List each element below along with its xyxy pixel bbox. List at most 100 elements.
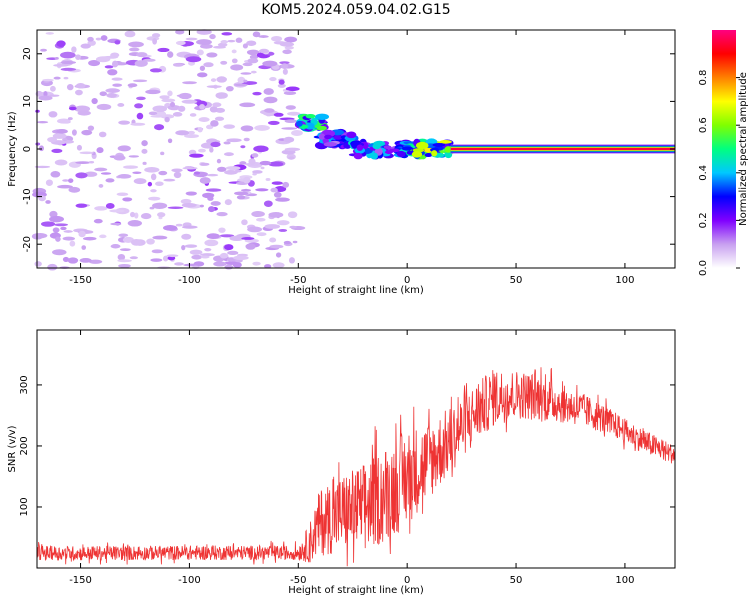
noise-blob bbox=[57, 184, 73, 189]
noise-blob bbox=[142, 58, 156, 62]
noise-blob bbox=[104, 65, 114, 69]
noise-blob bbox=[213, 261, 227, 267]
noise-blob bbox=[288, 257, 295, 264]
noise-blob bbox=[270, 187, 278, 193]
noise-blob bbox=[62, 236, 76, 241]
noise-blob bbox=[199, 103, 205, 110]
colorbar-tick-label: 0.8 bbox=[698, 70, 709, 86]
x-tick-label: 50 bbox=[510, 275, 523, 286]
noise-blob bbox=[248, 158, 256, 165]
noise-blob bbox=[184, 244, 198, 248]
noise-blob bbox=[223, 152, 234, 157]
noise-blob bbox=[60, 67, 77, 71]
noise-blob bbox=[54, 159, 68, 166]
spectrogram-x-ticks: -150 -100 -50 0 50 100 bbox=[69, 30, 634, 286]
noise-blob bbox=[105, 203, 115, 209]
noise-blob bbox=[136, 112, 144, 120]
noise-blob bbox=[258, 35, 269, 38]
noise-blob bbox=[242, 43, 248, 49]
noise-blob bbox=[147, 181, 153, 187]
noise-blob bbox=[155, 181, 164, 187]
noise-blob bbox=[55, 236, 61, 242]
noise-blob bbox=[75, 83, 86, 89]
noise-blob bbox=[81, 245, 87, 250]
noise-blob bbox=[49, 210, 58, 218]
noise-blob bbox=[240, 189, 252, 192]
noise-blob bbox=[95, 56, 111, 63]
noise-blob bbox=[210, 120, 219, 127]
noise-blob bbox=[181, 99, 198, 104]
noise-blob bbox=[241, 237, 255, 240]
noise-blob bbox=[119, 248, 131, 252]
noise-blob bbox=[63, 230, 73, 233]
noise-blob bbox=[107, 69, 118, 76]
noise-blob bbox=[150, 258, 163, 262]
noise-blob bbox=[224, 244, 234, 251]
noise-blob bbox=[158, 216, 163, 220]
noise-blob bbox=[239, 161, 247, 165]
signal-blob bbox=[318, 133, 326, 140]
signal-blob bbox=[396, 150, 406, 158]
noise-blob bbox=[130, 211, 136, 218]
noise-blob bbox=[263, 88, 274, 95]
signal-blob bbox=[403, 141, 417, 145]
noise-blob bbox=[189, 249, 203, 255]
noise-blob bbox=[277, 83, 286, 88]
noise-blob bbox=[208, 206, 215, 213]
noise-blob bbox=[199, 65, 206, 71]
noise-blob bbox=[81, 129, 93, 136]
noise-blob bbox=[267, 120, 280, 126]
signal-blob bbox=[346, 131, 357, 139]
colorbar-tick-label: 0.6 bbox=[698, 117, 709, 133]
noise-blob bbox=[128, 41, 144, 48]
noise-blob bbox=[94, 167, 108, 172]
noise-blob bbox=[98, 184, 104, 188]
noise-blob bbox=[142, 161, 147, 165]
noise-blob bbox=[45, 179, 53, 186]
noise-blob bbox=[252, 91, 262, 96]
noise-blob bbox=[224, 264, 234, 270]
noise-blob bbox=[161, 98, 176, 103]
noise-blob bbox=[163, 178, 176, 182]
noise-blob bbox=[134, 212, 139, 219]
y-tick-label: 100 bbox=[19, 497, 30, 516]
noise-blob bbox=[151, 249, 163, 254]
signal-blob bbox=[444, 151, 453, 159]
noise-blob bbox=[188, 149, 197, 155]
noise-blob bbox=[183, 134, 200, 139]
noise-blob bbox=[237, 76, 246, 84]
noise-blob bbox=[256, 232, 267, 237]
noise-blob bbox=[284, 119, 298, 124]
noise-blob bbox=[197, 127, 203, 133]
noise-blob bbox=[113, 155, 126, 161]
noise-blob bbox=[252, 172, 257, 176]
noise-blob bbox=[136, 96, 146, 101]
x-tick-label: -100 bbox=[178, 575, 201, 586]
noise-blob bbox=[216, 76, 227, 83]
noise-blob bbox=[182, 81, 197, 85]
noise-blob bbox=[265, 178, 271, 182]
noise-blob bbox=[62, 256, 70, 262]
noise-blob bbox=[200, 162, 210, 166]
noise-blob bbox=[162, 255, 169, 262]
noise-blob bbox=[93, 218, 103, 224]
noise-blob bbox=[175, 130, 190, 136]
noise-blob bbox=[210, 201, 221, 206]
noise-blob bbox=[239, 102, 256, 108]
noise-blob bbox=[50, 170, 61, 178]
snr-y-ticks: 100 200 300 bbox=[19, 375, 675, 517]
noise-blob bbox=[150, 114, 166, 118]
noise-blob bbox=[140, 213, 152, 220]
noise-blob bbox=[34, 261, 42, 267]
noise-blob bbox=[252, 31, 261, 38]
noise-blob bbox=[128, 155, 140, 158]
noise-blob bbox=[62, 138, 68, 142]
noise-blob bbox=[259, 160, 272, 166]
y-tick-label: 200 bbox=[19, 436, 30, 455]
signal-blob bbox=[372, 143, 381, 150]
colorbar-ticks: 0.0 0.2 0.4 0.6 0.8 bbox=[698, 70, 740, 276]
noise-blob bbox=[71, 129, 77, 136]
noise-blob bbox=[111, 77, 123, 81]
noise-blob bbox=[99, 234, 107, 239]
